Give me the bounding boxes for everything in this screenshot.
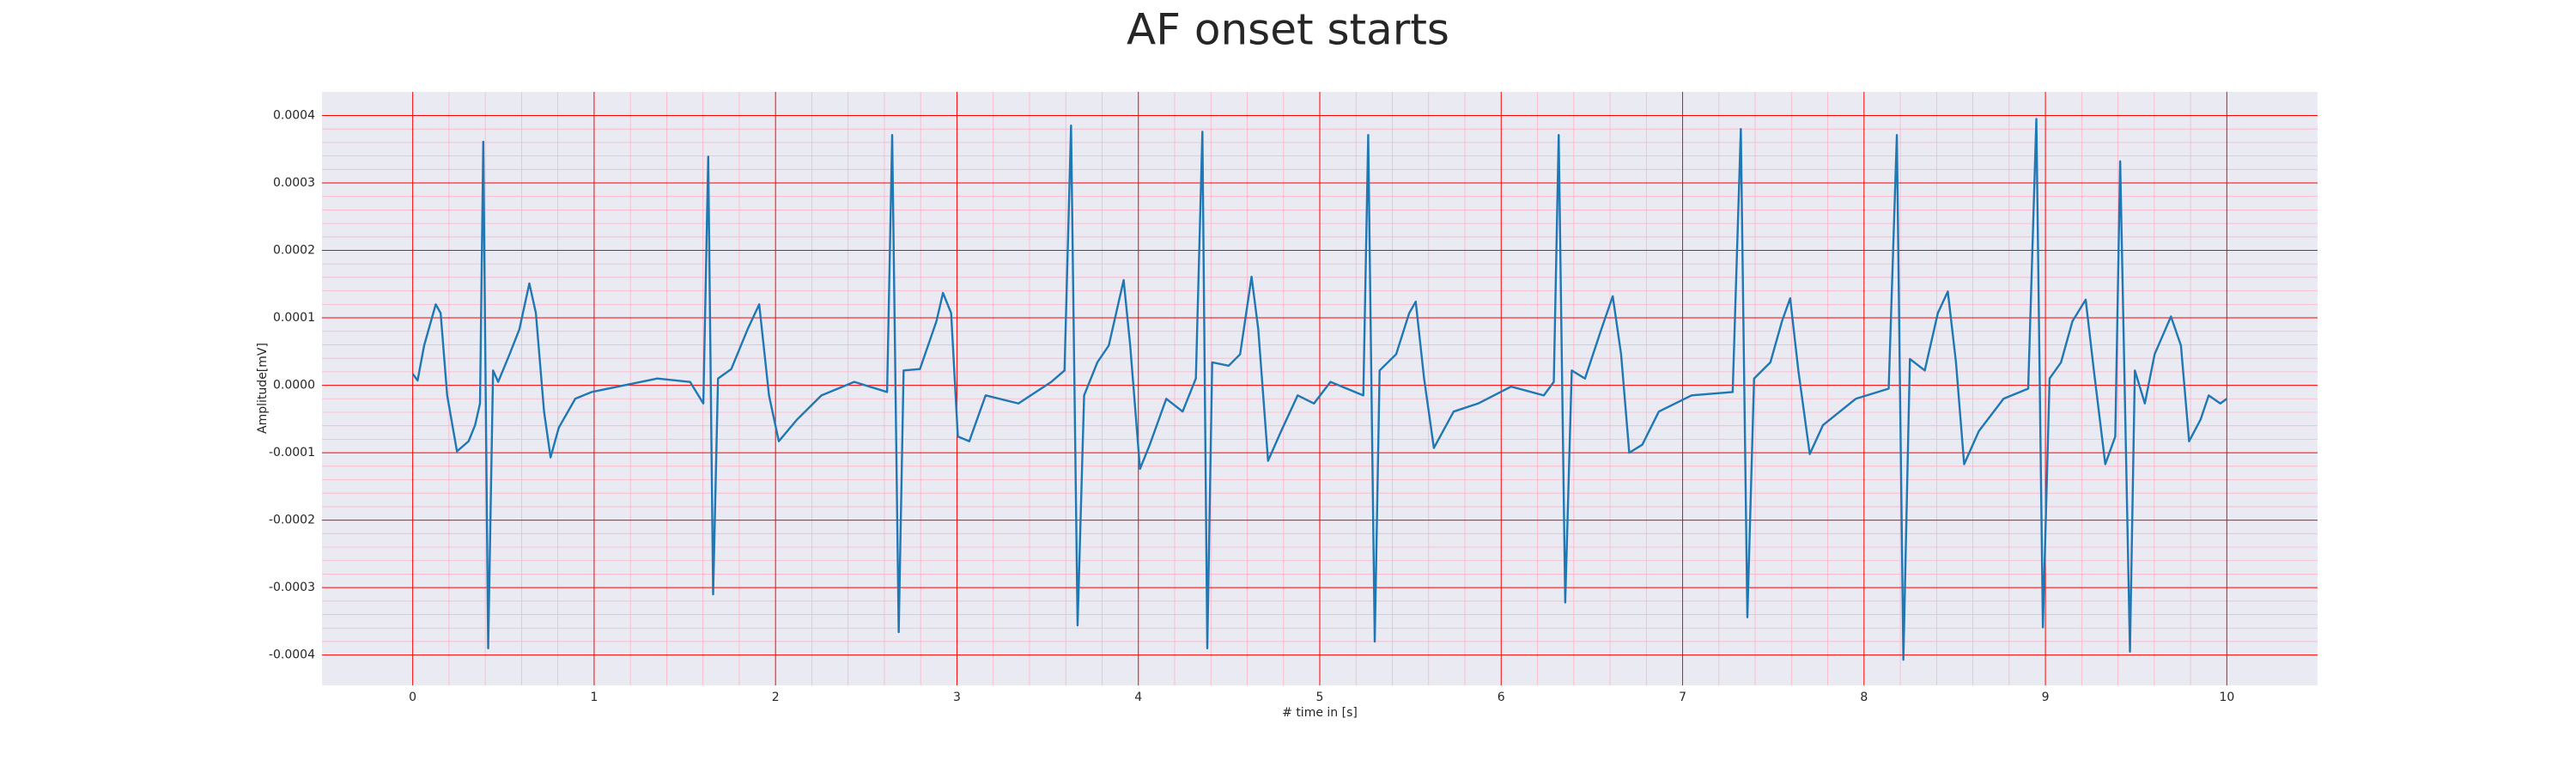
x-tick-label: 8 [1860, 691, 1868, 704]
x-tick-label: 2 [772, 691, 780, 704]
y-tick-label: -0.0003 [269, 581, 315, 594]
x-tick-label: 9 [2042, 691, 2050, 704]
x-tick-label: 1 [590, 691, 598, 704]
y-tick-label: 0.0001 [273, 311, 315, 325]
y-tick-label: 0.0004 [273, 108, 315, 122]
chart-title: AF onset starts [1127, 5, 1449, 55]
y-tick-label: -0.0002 [269, 514, 315, 527]
x-tick-label: 7 [1679, 691, 1686, 704]
y-tick-label: 0.0003 [273, 176, 315, 190]
x-tick-label: 6 [1498, 691, 1505, 704]
y-tick-label: 0.0002 [273, 244, 315, 258]
x-tick-label: 4 [1134, 691, 1142, 704]
x-axis-label: # time in [s] [1282, 706, 1358, 720]
x-tick-label: 10 [2219, 691, 2234, 704]
y-tick-label: -0.0004 [269, 648, 315, 662]
y-tick-label: 0.0000 [273, 379, 315, 393]
x-tick-label: 0 [409, 691, 416, 704]
x-tick-label: 5 [1316, 691, 1324, 704]
ecg-line [411, 118, 2228, 661]
y-tick-label: -0.0001 [269, 446, 315, 460]
y-axis-label: Amplitude[mV] [256, 343, 270, 434]
x-tick-label: 3 [953, 691, 961, 704]
